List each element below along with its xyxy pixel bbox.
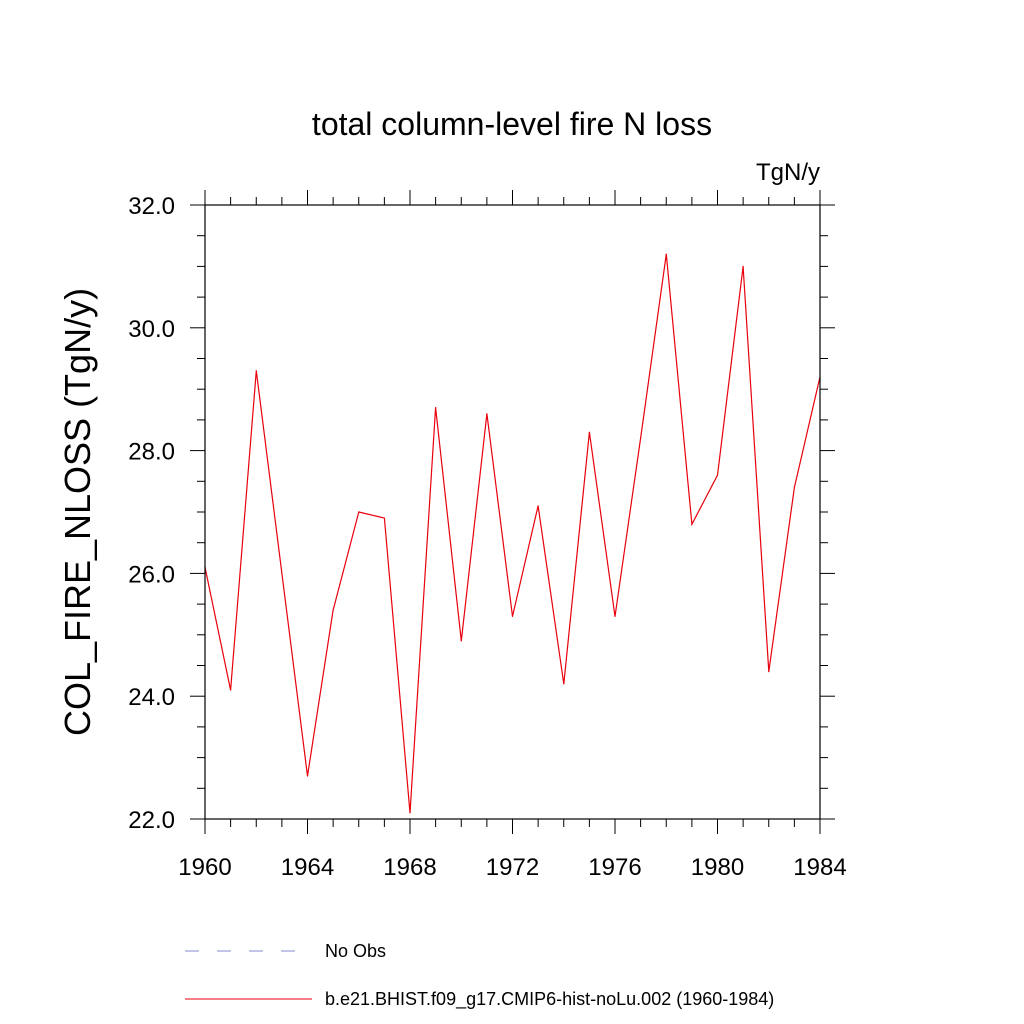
y-tick-label: 24.0 xyxy=(128,684,175,711)
data-point xyxy=(358,511,360,513)
data-point xyxy=(306,775,309,777)
data-point xyxy=(742,265,744,267)
data-point xyxy=(768,671,770,673)
y-tick-label: 30.0 xyxy=(128,316,175,343)
data-point xyxy=(665,253,667,255)
data-point xyxy=(691,523,693,525)
data-point xyxy=(614,615,616,617)
data-point xyxy=(563,683,565,685)
x-tick-label: 1960 xyxy=(178,854,231,881)
data-point xyxy=(537,505,539,507)
data-point xyxy=(230,689,232,691)
data-point xyxy=(409,812,411,814)
legend-label: No Obs xyxy=(325,941,386,961)
y-tick-label: 32.0 xyxy=(128,193,175,220)
data-point xyxy=(255,370,257,372)
data-point xyxy=(332,609,334,611)
x-tick-label: 1972 xyxy=(486,854,539,881)
x-tick-label: 1976 xyxy=(588,854,641,881)
axis-ticks: 1960 1964 1968 1972 1976 1980 1984 22.0 24.0 26.0… xyxy=(128,190,847,881)
data-point xyxy=(281,572,283,575)
x-tick-label: 1984 xyxy=(793,854,846,881)
y-tick-label: 22.0 xyxy=(128,807,175,834)
data-point xyxy=(511,615,514,617)
units-label: TgN/y xyxy=(756,159,820,186)
data-point xyxy=(460,640,462,642)
series-line xyxy=(204,254,821,813)
x-tick-label: 1980 xyxy=(691,854,744,881)
legend-label: b.e21.BHIST.f09_g17.CMIP6-hist-noLu.002 … xyxy=(325,989,774,1010)
data-point xyxy=(383,517,385,519)
chart-title: total column-level fire N loss xyxy=(312,106,712,142)
data-point xyxy=(640,437,642,439)
data-point xyxy=(588,431,590,433)
plot-series xyxy=(204,253,821,814)
data-point xyxy=(435,407,437,409)
plot-frame xyxy=(204,204,821,820)
y-axis-label: COL_FIRE_NLOSS (TgN/y) xyxy=(57,288,98,736)
data-point xyxy=(793,486,795,489)
legend: No Obs b.e21.BHIST.f09_g17.CMIP6-hist-noL… xyxy=(185,941,774,1010)
y-tick-label: 26.0 xyxy=(128,561,175,588)
x-tick-label: 1964 xyxy=(281,854,334,881)
y-tick-label: 28.0 xyxy=(128,439,175,466)
data-point xyxy=(486,413,488,415)
data-point xyxy=(716,474,719,476)
x-tick-label: 1968 xyxy=(383,854,436,881)
